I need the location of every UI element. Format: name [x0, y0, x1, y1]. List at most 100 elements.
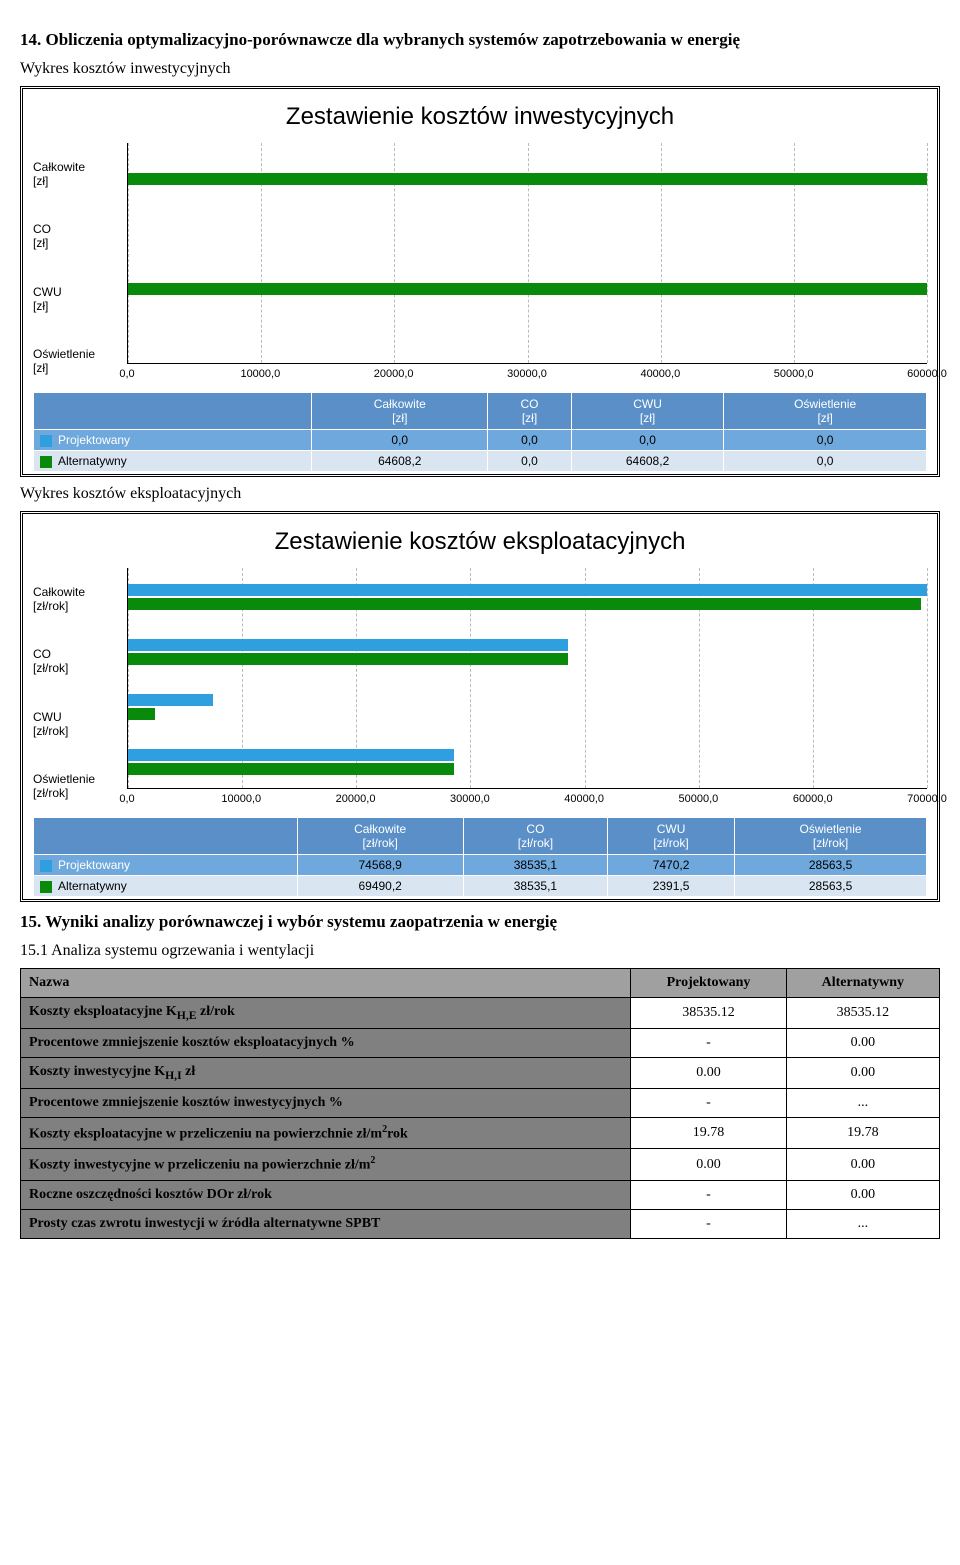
- table-cell: 0.00: [786, 1180, 939, 1209]
- table-cell: -: [631, 1028, 786, 1057]
- legend-swatch: [40, 456, 52, 468]
- table-row-label: Roczne oszczędności kosztów DOr zł/rok: [21, 1180, 631, 1209]
- y-category: Oświetlenie [zł]: [33, 347, 123, 375]
- th-name: Nazwa: [21, 969, 631, 998]
- chart2-frame: Zestawienie kosztów eksploatacyjnych Cał…: [20, 511, 940, 902]
- legend-swatch: [40, 435, 52, 447]
- table-cell: ...: [786, 1088, 939, 1117]
- legend-header: Całkowite [zł]: [312, 393, 488, 430]
- bar: [128, 283, 927, 295]
- chart1-frame: Zestawienie kosztów inwestycyjnych Całko…: [20, 86, 940, 477]
- table-row-label: Koszty inwestycyjne w przeliczeniu na po…: [21, 1149, 631, 1181]
- x-tick: 60000,0: [907, 368, 947, 380]
- table-row-label: Koszty inwestycyjne KH,I zł: [21, 1057, 631, 1088]
- legend-cell: 0,0: [571, 430, 723, 451]
- table-cell: 0.00: [631, 1057, 786, 1088]
- legend-cell: 38535,1: [463, 876, 607, 897]
- legend-header: CO [zł]: [488, 393, 572, 430]
- bar: [128, 584, 927, 596]
- legend-cell: 28563,5: [735, 876, 927, 897]
- table-cell: -: [631, 1088, 786, 1117]
- legend-cell: 64608,2: [571, 451, 723, 472]
- table-cell: 19.78: [631, 1117, 786, 1149]
- th-alt: Alternatywny: [786, 969, 939, 998]
- chart2-caption: Wykres kosztów eksploatacyjnych: [20, 485, 940, 503]
- x-tick: 50000,0: [774, 368, 814, 380]
- bar: [128, 694, 213, 706]
- bar: [128, 653, 568, 665]
- x-tick: 0,0: [119, 368, 134, 380]
- bar: [128, 763, 454, 775]
- chart1-ylabels: Całkowite [zł] CO [zł] CWU [zł] Oświetlenie…: [33, 143, 127, 392]
- legend-cell: 0,0: [724, 451, 927, 472]
- table-row-label: Prosty czas zwrotu inwestycji w źródła a…: [21, 1209, 631, 1238]
- x-tick: 30000,0: [450, 793, 490, 805]
- th-proj: Projektowany: [631, 969, 786, 998]
- chart1-plot: [127, 143, 927, 364]
- legend-cell: 28563,5: [735, 855, 927, 876]
- table-cell: ...: [786, 1209, 939, 1238]
- legend-cell: 2391,5: [608, 876, 735, 897]
- legend-swatch: [40, 881, 52, 893]
- table-cell: 19.78: [786, 1117, 939, 1149]
- chart1-legend: Całkowite [zł]CO [zł]CWU [zł]Oświetlenie…: [33, 392, 927, 472]
- legend-header: Całkowite [zł/rok]: [297, 818, 463, 855]
- x-tick: 30000,0: [507, 368, 547, 380]
- chart2-xaxis: 0,010000,020000,030000,040000,050000,060…: [127, 789, 927, 817]
- table-cell: -: [631, 1209, 786, 1238]
- legend-swatch: [40, 860, 52, 872]
- legend-cell: 74568,9: [297, 855, 463, 876]
- y-category: Oświetlenie [zł/rok]: [33, 772, 123, 800]
- y-category: CO [zł/rok]: [33, 647, 123, 675]
- legend-series-name: Projektowany: [34, 430, 312, 451]
- y-category: Całkowite [zł/rok]: [33, 585, 123, 613]
- legend-cell: 0,0: [488, 430, 572, 451]
- section14-title: 14. Obliczenia optymalizacyjno-porównawc…: [20, 30, 940, 50]
- x-tick: 60000,0: [793, 793, 833, 805]
- bar: [128, 598, 921, 610]
- legend-header: Oświetlenie [zł]: [724, 393, 927, 430]
- legend-cell: 69490,2: [297, 876, 463, 897]
- table-cell: 0.00: [786, 1149, 939, 1181]
- x-tick: 0,0: [119, 793, 134, 805]
- y-category: Całkowite [zł]: [33, 160, 123, 188]
- bar: [128, 708, 155, 720]
- table-row-label: Koszty eksploatacyjne w przeliczeniu na …: [21, 1117, 631, 1149]
- bar: [128, 639, 568, 651]
- legend-header: Oświetlenie [zł/rok]: [735, 818, 927, 855]
- chart1-caption: Wykres kosztów inwestycyjnych: [20, 60, 940, 78]
- legend-header: CWU [zł/rok]: [608, 818, 735, 855]
- analysis-table: Nazwa Projektowany Alternatywny Koszty e…: [20, 968, 940, 1239]
- legend-header: CO [zł/rok]: [463, 818, 607, 855]
- chart2-legend: Całkowite [zł/rok]CO [zł/rok]CWU [zł/rok…: [33, 817, 927, 897]
- legend-series-name: Alternatywny: [34, 876, 298, 897]
- x-tick: 10000,0: [221, 793, 261, 805]
- y-category: CWU [zł]: [33, 285, 123, 313]
- x-tick: 40000,0: [640, 368, 680, 380]
- chart2-ylabels: Całkowite [zł/rok]CO [zł/rok]CWU [zł/rok…: [33, 568, 127, 817]
- table-row-label: Koszty eksploatacyjne KH,E zł/rok: [21, 998, 631, 1029]
- x-tick: 70000,0: [907, 793, 947, 805]
- chart2-plot: [127, 568, 927, 789]
- legend-cell: 7470,2: [608, 855, 735, 876]
- y-category: CO [zł]: [33, 222, 123, 250]
- legend-header: [34, 818, 298, 855]
- table-row-label: Procentowe zmniejszenie kosztów inwestyc…: [21, 1088, 631, 1117]
- table-cell: -: [631, 1180, 786, 1209]
- section15-subtitle: 15.1 Analiza systemu ogrzewania i wentyl…: [20, 942, 940, 960]
- x-tick: 10000,0: [240, 368, 280, 380]
- legend-series-name: Alternatywny: [34, 451, 312, 472]
- table-cell: 38535.12: [786, 998, 939, 1029]
- chart1-title: Zestawienie kosztów inwestycyjnych: [33, 103, 927, 131]
- legend-cell: 0,0: [488, 451, 572, 472]
- bar: [128, 173, 927, 185]
- x-tick: 40000,0: [564, 793, 604, 805]
- table-cell: 38535.12: [631, 998, 786, 1029]
- chart2-title: Zestawienie kosztów eksploatacyjnych: [33, 528, 927, 556]
- x-tick: 20000,0: [336, 793, 376, 805]
- bar: [128, 749, 454, 761]
- table-cell: 0.00: [631, 1149, 786, 1181]
- legend-header: [34, 393, 312, 430]
- table-cell: 0.00: [786, 1028, 939, 1057]
- chart1-xaxis: 0,010000,020000,030000,040000,050000,060…: [127, 364, 927, 392]
